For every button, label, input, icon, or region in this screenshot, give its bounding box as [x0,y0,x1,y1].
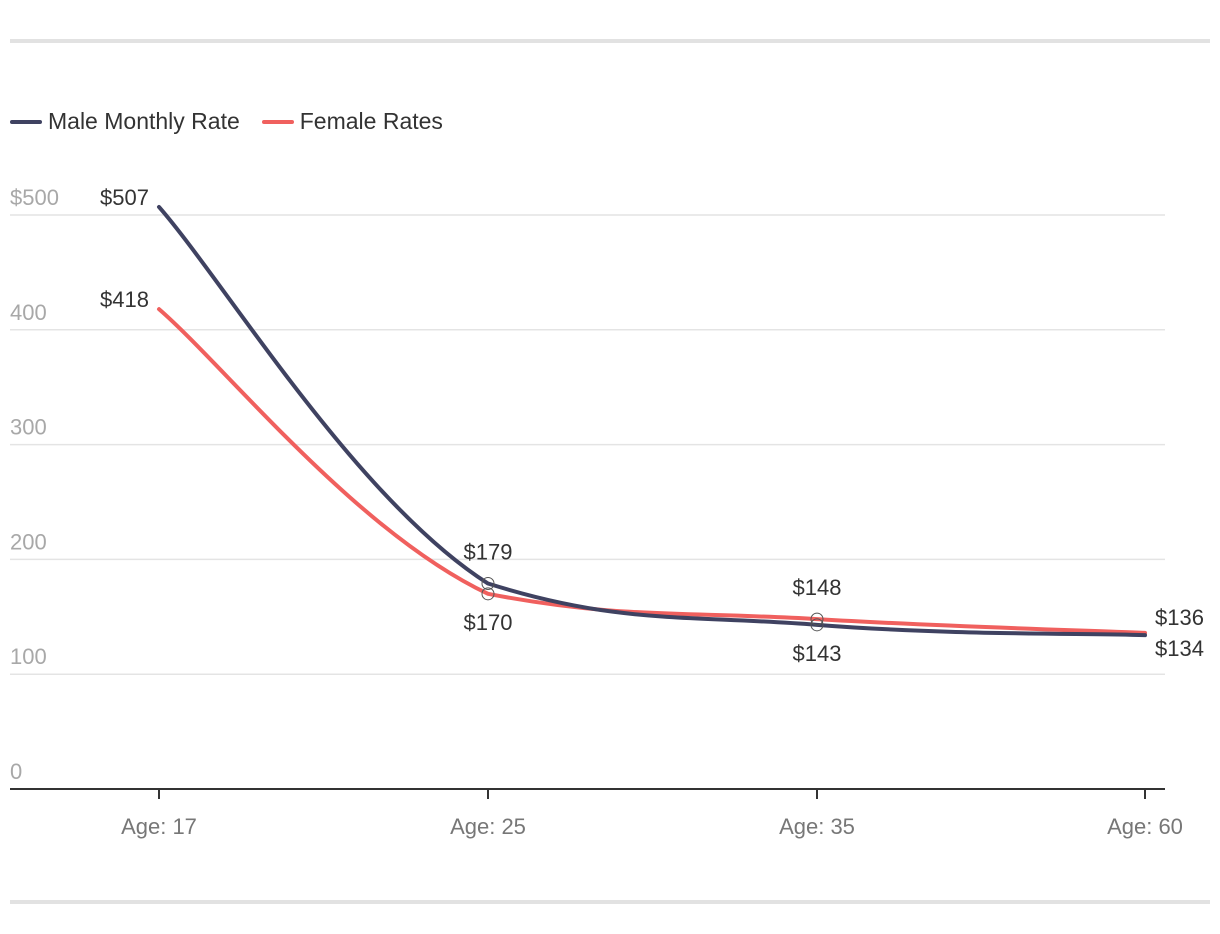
data-label-female: $136 [1155,605,1204,630]
legend-swatch-female [261,119,294,124]
series-line-male [157,204,1147,638]
legend-swatch-male [10,119,42,124]
legend-label-male: Male Monthly Rate [48,108,240,134]
data-label-male: $179 [464,540,513,565]
legend-item-male[interactable]: Male Monthly Rate [10,108,240,135]
data-label-male: $143 [793,641,842,666]
y-tick-label: 300 [10,415,47,440]
series-line-female [157,307,1147,635]
x-tick-label: Age: 35 [779,814,855,839]
data-point-female [810,612,824,626]
x-tick-label: Age: 17 [121,814,197,839]
legend-item-female[interactable]: Female Rates [261,108,443,135]
x-tick-label: Age: 25 [450,814,526,839]
y-tick-label: 400 [10,300,47,325]
y-tick-label: 200 [10,529,47,554]
y-tick-label: 0 [10,759,22,784]
data-label-male: $134 [1155,636,1204,661]
legend-label-female: Female Rates [299,108,443,134]
data-point-female [481,587,495,601]
data-label-female: $170 [464,610,513,635]
chart-legend: Male Monthly Rate Female Rates [10,108,465,135]
data-label-female: $418 [100,287,149,312]
data-point-male [810,618,824,632]
x-tick-label: Age: 60 [1107,814,1183,839]
bottom-divider [10,900,1210,904]
data-label-female: $148 [793,575,842,600]
data-label-male: $507 [100,185,149,210]
y-tick-label: $500 [10,185,59,210]
data-point-male [481,577,495,591]
y-tick-label: 100 [10,644,47,669]
top-divider [10,39,1210,43]
